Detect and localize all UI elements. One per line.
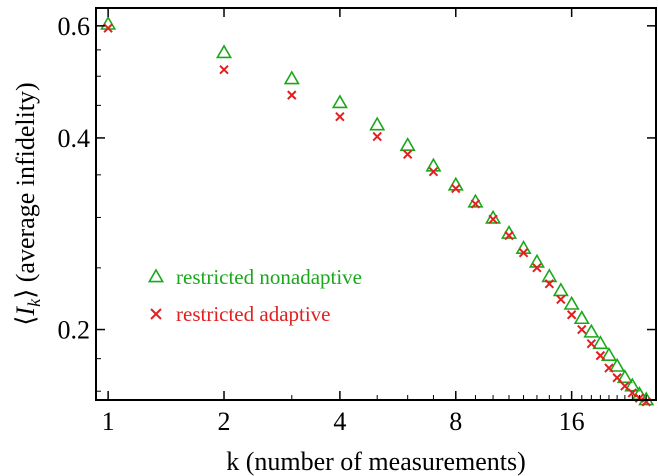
data-point-adaptive — [103, 23, 113, 33]
data-point-adaptive — [604, 363, 614, 373]
data-point-nonadaptive — [399, 137, 416, 151]
x-tick-label: 1 — [102, 407, 115, 436]
data-point-nonadaptive — [369, 116, 386, 131]
legend: restricted nonadaptive restricted adapti… — [147, 265, 362, 326]
data-point-nonadaptive — [485, 209, 502, 224]
y-axis-label-open: ⟨ — [11, 316, 40, 326]
y-axis-label-symbol: I — [11, 306, 40, 317]
y-tick-label: 0.2 — [58, 316, 91, 345]
y-tick-label: 0.4 — [58, 124, 91, 153]
legend-item-adaptive: restricted adaptive — [150, 302, 331, 326]
data-point-nonadaptive — [331, 94, 348, 109]
plot-frame — [95, 7, 657, 401]
data-point-adaptive — [219, 64, 229, 75]
data-point-adaptive — [595, 350, 606, 361]
data-point-adaptive — [518, 248, 529, 258]
legend-marker-triangle — [147, 268, 165, 283]
legend-label-nonadaptive: restricted nonadaptive — [176, 265, 362, 289]
data-point-nonadaptive — [600, 347, 617, 361]
x-tick-label: 8 — [449, 407, 462, 436]
data-point-nonadaptive — [425, 157, 442, 172]
data-point-adaptive — [335, 111, 345, 122]
data-point-nonadaptive — [583, 323, 600, 338]
data-point-adaptive — [544, 279, 555, 289]
x-tick-label: 2 — [218, 407, 231, 436]
data-point-nonadaptive — [609, 357, 626, 372]
data-point-adaptive — [556, 294, 566, 305]
y-axis-label-subscript: k — [24, 298, 44, 307]
legend-label-adaptive: restricted adaptive — [176, 302, 331, 326]
data-point-nonadaptive — [552, 282, 569, 297]
y-axis-label-rest: ⟩ (average infidelity) — [11, 82, 40, 299]
y-tick-label: 0.6 — [58, 12, 91, 41]
x-tick-label: 16 — [559, 407, 585, 436]
data-point-adaptive — [470, 199, 481, 209]
data-point-nonadaptive — [541, 268, 558, 283]
data-point-adaptive — [577, 324, 587, 335]
data-point-adaptive — [287, 90, 297, 100]
data-point-adaptive — [532, 263, 542, 273]
data-point-adaptive — [620, 381, 630, 391]
data-point-adaptive — [627, 388, 638, 398]
data-point-adaptive — [586, 339, 597, 349]
plot-marks — [100, 15, 655, 407]
data-point-adaptive — [402, 149, 413, 160]
x-axis-label: k (number of measurements) — [226, 447, 526, 476]
data-point-nonadaptive — [215, 44, 233, 59]
data-point-nonadaptive — [616, 369, 633, 384]
data-point-adaptive — [488, 214, 498, 225]
data-point-nonadaptive — [528, 253, 545, 268]
x-tick-label: 4 — [333, 407, 346, 436]
data-point-adaptive — [372, 131, 382, 142]
data-point-adaptive — [504, 230, 514, 241]
y-axis-label: ⟨Ik⟩ (average infidelity) — [11, 82, 44, 325]
axis-ticks: 1 2 4 8 16 0.2 0.4 0.6 — [58, 8, 656, 436]
data-point-adaptive — [612, 373, 622, 383]
data-point-adaptive — [566, 310, 577, 320]
data-point-nonadaptive — [592, 335, 609, 350]
legend-item-nonadaptive: restricted nonadaptive — [147, 265, 362, 289]
legend-marker-x — [150, 308, 162, 320]
data-point-nonadaptive — [563, 295, 580, 310]
data-point-nonadaptive — [283, 70, 300, 85]
data-point-nonadaptive — [573, 310, 590, 325]
data-point-adaptive — [428, 166, 439, 177]
data-point-nonadaptive — [624, 377, 641, 392]
data-point-adaptive — [451, 183, 461, 194]
